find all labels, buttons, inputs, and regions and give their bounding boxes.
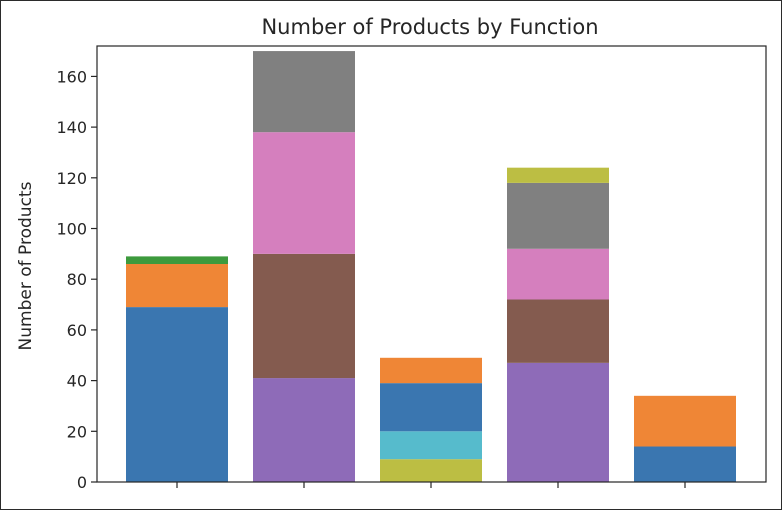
bar-4-segment-1 [507,362,609,482]
bar-4-segment-4 [507,182,609,249]
y-axis: 0 20 40 60 80 100 120 140 160 [56,67,97,492]
y-tick-label: 40 [67,372,87,391]
bar-4-segment-5 [507,167,609,183]
y-tick-label: 100 [56,220,87,239]
bar-3-segment-1 [380,459,482,482]
bars-group [126,51,736,482]
y-tick-label: 160 [56,67,87,86]
bar-2-segment-4 [253,51,355,133]
y-tick-label: 120 [56,169,87,188]
bar-1-segment-3 [126,256,228,264]
bar-1-segment-1 [126,307,228,482]
bar-3-segment-2 [380,431,482,460]
bar-5-segment-2 [634,395,736,447]
y-tick-label: 20 [67,422,87,441]
y-tick-label: 0 [77,473,87,492]
y-tick-label: 80 [67,270,87,289]
y-tick-label: 60 [67,321,87,340]
y-tick-label: 140 [56,118,87,137]
bar-3-segment-4 [380,357,482,384]
bar-5-segment-1 [634,446,736,482]
bar-4-segment-3 [507,248,609,300]
bar-1-segment-2 [126,264,228,308]
x-axis [176,482,686,488]
y-axis-label: Number of Products [16,181,36,350]
bar-4-segment-2 [507,299,609,363]
bar-2-segment-1 [253,378,355,482]
bar-2-segment-2 [253,253,355,379]
chart-title: Number of Products by Function [261,15,598,39]
plot-area-border [96,45,767,483]
bar-3-segment-3 [380,383,482,432]
bar-2-segment-3 [253,132,355,254]
